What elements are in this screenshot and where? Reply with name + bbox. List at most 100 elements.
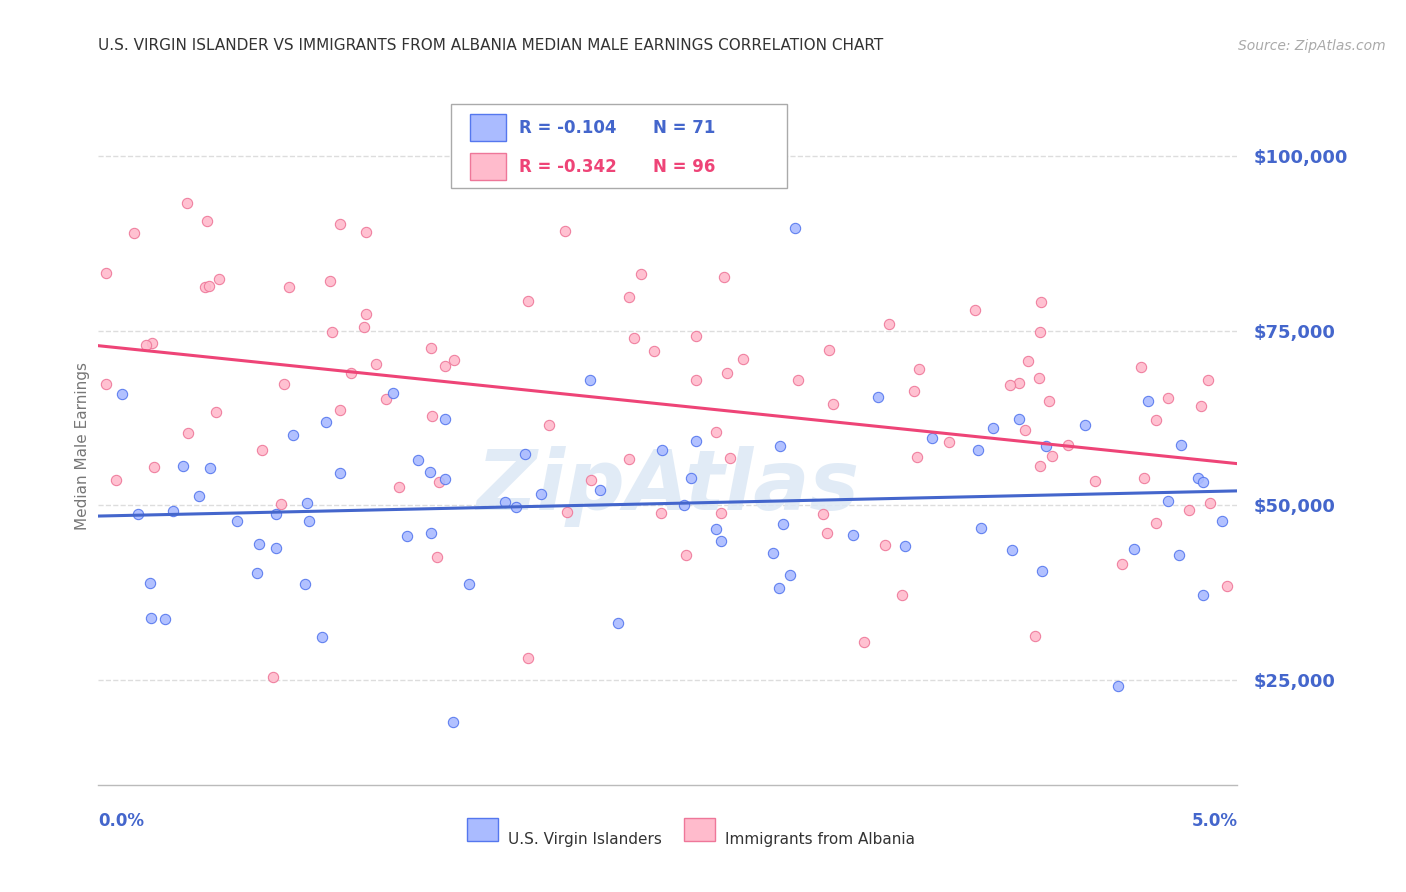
Point [713, 269, 735, 284]
Point [420, 526, 443, 541]
Point [111, 387, 134, 401]
Point [420, 409, 443, 423]
Point [875, 538, 897, 552]
Point [554, 224, 576, 238]
Point [433, 412, 456, 426]
Point [772, 516, 794, 531]
Point [651, 442, 673, 457]
Point [517, 651, 540, 665]
Point [1211, 514, 1233, 528]
Point [1168, 548, 1191, 562]
Point [842, 528, 865, 542]
Point [353, 319, 375, 334]
Point [1024, 630, 1046, 644]
Text: R = -0.104: R = -0.104 [519, 119, 616, 136]
Point [818, 343, 841, 357]
Point [965, 303, 987, 318]
Point [96, 376, 118, 391]
Point [716, 366, 738, 380]
Point [226, 514, 249, 528]
Point [786, 373, 808, 387]
Point [938, 434, 960, 449]
Point [1029, 325, 1052, 339]
Point [1057, 437, 1080, 451]
Point [188, 489, 211, 503]
Point [1008, 376, 1031, 390]
FancyBboxPatch shape [451, 103, 787, 188]
Point [706, 522, 728, 536]
Point [364, 357, 387, 371]
Point [194, 279, 217, 293]
Point [172, 458, 194, 473]
Point [589, 483, 612, 497]
Point [141, 611, 163, 625]
Point [890, 588, 912, 602]
Point [1137, 394, 1160, 409]
Point [329, 466, 352, 480]
Point [278, 280, 301, 294]
Point [866, 390, 889, 404]
Point [650, 507, 672, 521]
Point [905, 450, 928, 465]
Point [718, 450, 741, 465]
Point [143, 460, 166, 475]
Point [1074, 418, 1097, 433]
Point [581, 473, 603, 487]
Point [530, 487, 553, 501]
Point [354, 225, 377, 239]
Point [921, 431, 943, 445]
Point [606, 616, 628, 631]
Point [1197, 373, 1219, 387]
Text: Source: ZipAtlas.com: Source: ZipAtlas.com [1237, 39, 1385, 53]
Point [643, 344, 665, 359]
Point [853, 635, 876, 649]
Point [821, 397, 844, 411]
Point [731, 351, 754, 366]
Point [127, 507, 149, 521]
Point [1084, 475, 1107, 489]
Point [205, 405, 228, 419]
Point [555, 505, 578, 519]
Point [382, 386, 405, 401]
Text: U.S. Virgin Islanders: U.S. Virgin Islanders [509, 832, 662, 847]
Point [709, 506, 731, 520]
Point [375, 392, 398, 406]
Text: Immigrants from Albania: Immigrants from Albania [725, 832, 915, 847]
Point [1144, 516, 1167, 530]
Point [1111, 557, 1133, 571]
Point [970, 521, 993, 535]
Point [1107, 679, 1129, 693]
Point [264, 507, 287, 521]
Point [311, 630, 333, 644]
Point [769, 439, 792, 453]
Text: R = -0.342: R = -0.342 [519, 158, 616, 176]
Point [785, 221, 807, 235]
Point [908, 362, 931, 376]
Point [319, 274, 342, 288]
Point [329, 217, 352, 231]
Point [328, 403, 350, 417]
Point [630, 267, 652, 281]
Point [419, 465, 441, 479]
Point [356, 307, 378, 321]
Point [619, 290, 641, 304]
Point [579, 372, 602, 386]
Point [494, 495, 516, 509]
Point [195, 213, 218, 227]
Point [1014, 423, 1036, 437]
FancyBboxPatch shape [467, 818, 498, 841]
Point [768, 581, 790, 595]
Point [1038, 394, 1060, 409]
Text: U.S. VIRGIN ISLANDER VS IMMIGRANTS FROM ALBANIA MEDIAN MALE EARNINGS CORRELATION: U.S. VIRGIN ISLANDER VS IMMIGRANTS FROM … [98, 37, 883, 53]
Point [1187, 471, 1209, 485]
Point [981, 420, 1004, 434]
Point [458, 577, 481, 591]
Point [1192, 588, 1215, 602]
Point [877, 318, 900, 332]
Point [247, 537, 270, 551]
FancyBboxPatch shape [470, 113, 506, 141]
Point [710, 533, 733, 548]
Point [1031, 295, 1053, 310]
Point [135, 338, 157, 352]
Point [1157, 391, 1180, 405]
